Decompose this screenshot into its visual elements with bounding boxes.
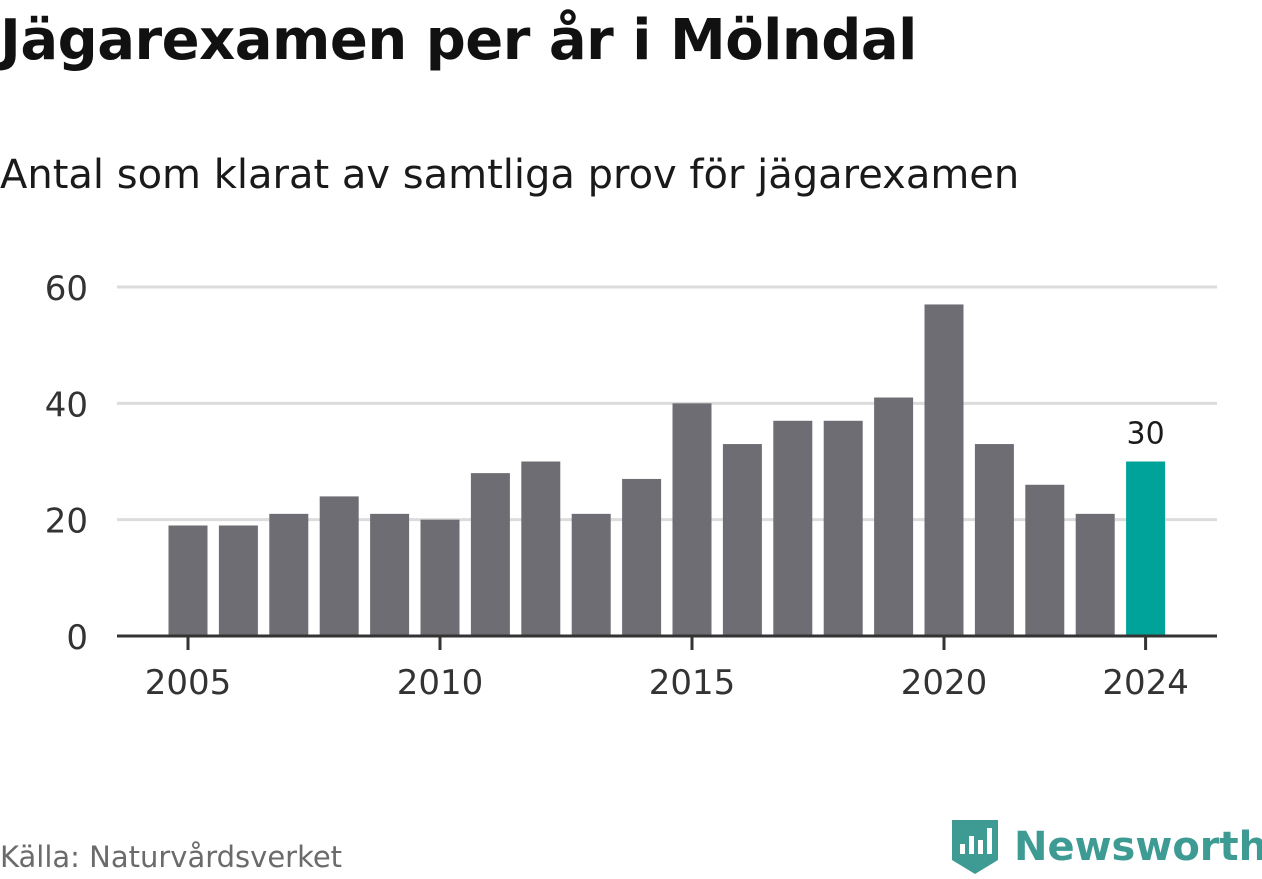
x-tick-label: 2005 (145, 663, 232, 703)
bar (571, 513, 611, 636)
bar-chart: 0 20 40 60 2005 2010 2015 2020 2024 30 (45, 269, 1217, 703)
bar (1126, 461, 1166, 636)
y-tick-label: 60 (45, 269, 88, 309)
brand-name: Newsworthy (1014, 824, 1262, 870)
bar (470, 473, 510, 636)
bar (722, 444, 762, 636)
bar (370, 513, 410, 636)
bar (521, 461, 561, 636)
bar (974, 444, 1014, 636)
bar (672, 403, 712, 636)
newsworthy-logo-icon (952, 820, 998, 874)
bar (420, 519, 460, 636)
bar (269, 513, 309, 636)
bar (1075, 513, 1115, 636)
bar (319, 496, 359, 636)
bar (622, 478, 662, 636)
chart-title: Jägarexamen per år i Mölndal (0, 8, 917, 73)
bar (823, 420, 863, 636)
bar (924, 304, 964, 636)
source-note: Källa: Naturvårdsverket (0, 840, 343, 874)
bar (218, 525, 258, 636)
x-tick-label: 2024 (1102, 663, 1189, 703)
x-tick-label: 2020 (901, 663, 988, 703)
bar (1025, 484, 1065, 636)
data-label: 30 (1127, 417, 1165, 452)
y-tick-label: 0 (66, 618, 88, 658)
y-tick-label: 20 (45, 502, 88, 542)
x-tick-label: 2010 (397, 663, 484, 703)
bar (168, 525, 208, 636)
y-tick-label: 40 (45, 385, 88, 425)
chart-subtitle: Antal som klarat av samtliga prov för jä… (0, 152, 1020, 198)
x-tick-label: 2015 (649, 663, 736, 703)
brand[interactable]: Newsworthy (950, 818, 1262, 876)
bar (773, 420, 813, 636)
bar (874, 397, 914, 636)
